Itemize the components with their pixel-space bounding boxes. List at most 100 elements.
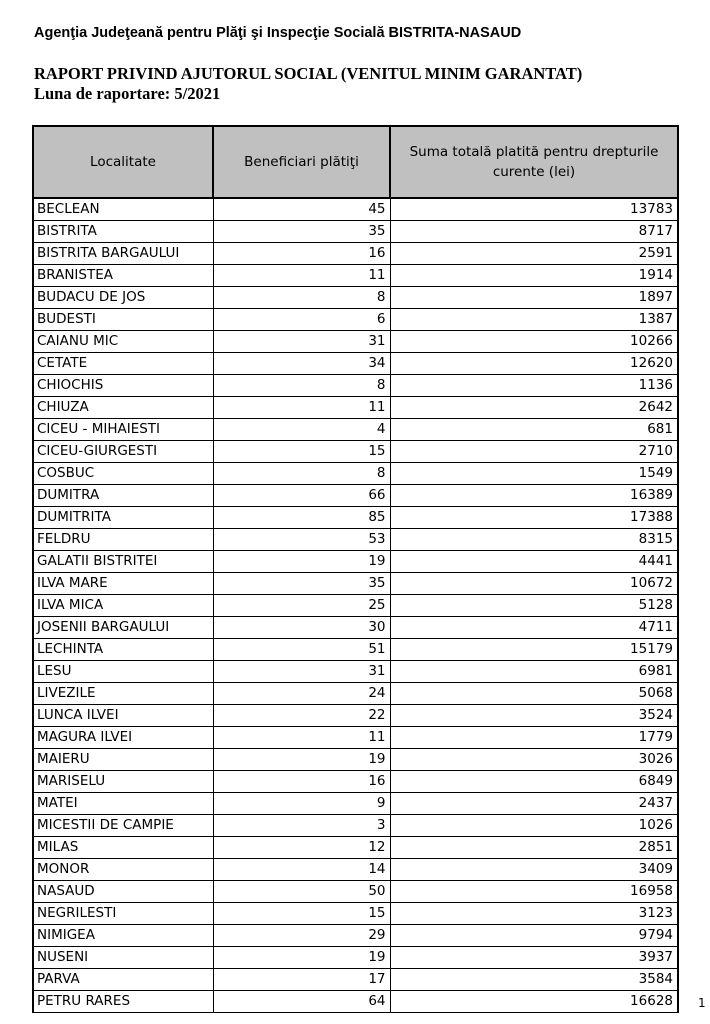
table-row: MAIERU 19 3026 bbox=[32, 748, 679, 771]
cell-beneficiari: 34 bbox=[212, 352, 391, 375]
cell-suma: 9794 bbox=[389, 924, 679, 947]
cell-beneficiari: 11 bbox=[212, 396, 391, 419]
cell-localitate: CETATE bbox=[32, 352, 214, 375]
table-row: CICEU-GIURGESTI 15 2710 bbox=[32, 440, 679, 463]
cell-suma: 5128 bbox=[389, 594, 679, 617]
cell-localitate: LESU bbox=[32, 660, 214, 683]
cell-beneficiari: 35 bbox=[212, 572, 391, 595]
cell-suma: 681 bbox=[389, 418, 679, 441]
cell-localitate: JOSENII BARGAULUI bbox=[32, 616, 214, 639]
cell-suma: 16628 bbox=[389, 990, 679, 1013]
cell-beneficiari: 50 bbox=[212, 880, 391, 903]
report-title-block: RAPORT PRIVIND AJUTORUL SOCIAL (VENITUL … bbox=[34, 64, 582, 104]
cell-beneficiari: 11 bbox=[212, 726, 391, 749]
table-row: BISTRITA 35 8717 bbox=[32, 220, 679, 243]
cell-localitate: MARISELU bbox=[32, 770, 214, 793]
table-row: CETATE 34 12620 bbox=[32, 352, 679, 375]
cell-beneficiari: 24 bbox=[212, 682, 391, 705]
table-row: ILVA MARE 35 10672 bbox=[32, 572, 679, 595]
cell-suma: 6981 bbox=[389, 660, 679, 683]
table-row: CICEU - MIHAIESTI 4 681 bbox=[32, 418, 679, 441]
table-row: COSBUC 8 1549 bbox=[32, 462, 679, 485]
cell-localitate: CICEU-GIURGESTI bbox=[32, 440, 214, 463]
cell-beneficiari: 12 bbox=[212, 836, 391, 859]
cell-localitate: PARVA bbox=[32, 968, 214, 991]
cell-suma: 4441 bbox=[389, 550, 679, 573]
table-row: DUMITRA 66 16389 bbox=[32, 484, 679, 507]
cell-suma: 17388 bbox=[389, 506, 679, 529]
table-row: CAIANU MIC 31 10266 bbox=[32, 330, 679, 353]
table-row: JOSENII BARGAULUI 30 4711 bbox=[32, 616, 679, 639]
cell-beneficiari: 8 bbox=[212, 286, 391, 309]
cell-localitate: MAIERU bbox=[32, 748, 214, 771]
cell-beneficiari: 35 bbox=[212, 220, 391, 243]
cell-suma: 3026 bbox=[389, 748, 679, 771]
cell-beneficiari: 8 bbox=[212, 462, 391, 485]
report-period: Luna de raportare: 5/2021 bbox=[34, 84, 221, 103]
cell-suma: 1136 bbox=[389, 374, 679, 397]
cell-localitate: ILVA MICA bbox=[32, 594, 214, 617]
table-row: MAGURA ILVEI 11 1779 bbox=[32, 726, 679, 749]
cell-localitate: NUSENI bbox=[32, 946, 214, 969]
cell-beneficiari: 25 bbox=[212, 594, 391, 617]
cell-beneficiari: 31 bbox=[212, 330, 391, 353]
table-row: BRANISTEA 11 1914 bbox=[32, 264, 679, 287]
column-header-beneficiari: Beneficiari plătiţi bbox=[212, 125, 391, 199]
table-row: NASAUD 50 16958 bbox=[32, 880, 679, 903]
table-row: MARISELU 16 6849 bbox=[32, 770, 679, 793]
cell-suma: 2710 bbox=[389, 440, 679, 463]
cell-localitate: DUMITRA bbox=[32, 484, 214, 507]
table-row: PARVA 17 3584 bbox=[32, 968, 679, 991]
table-row: PETRU RARES 64 16628 bbox=[32, 990, 679, 1013]
table-row: NIMIGEA 29 9794 bbox=[32, 924, 679, 947]
cell-beneficiari: 6 bbox=[212, 308, 391, 331]
table-row: ILVA MICA 25 5128 bbox=[32, 594, 679, 617]
cell-localitate: MICESTII DE CAMPIE bbox=[32, 814, 214, 837]
cell-suma: 10672 bbox=[389, 572, 679, 595]
cell-localitate: MAGURA ILVEI bbox=[32, 726, 214, 749]
cell-beneficiari: 19 bbox=[212, 748, 391, 771]
cell-suma: 3584 bbox=[389, 968, 679, 991]
cell-suma: 2437 bbox=[389, 792, 679, 815]
cell-beneficiari: 30 bbox=[212, 616, 391, 639]
table-row: LUNCA ILVEI 22 3524 bbox=[32, 704, 679, 727]
cell-localitate: BUDESTI bbox=[32, 308, 214, 331]
cell-localitate: NASAUD bbox=[32, 880, 214, 903]
table-row: LECHINTA 51 15179 bbox=[32, 638, 679, 661]
cell-beneficiari: 4 bbox=[212, 418, 391, 441]
cell-localitate: COSBUC bbox=[32, 462, 214, 485]
cell-beneficiari: 15 bbox=[212, 902, 391, 925]
table-row: MICESTII DE CAMPIE 3 1026 bbox=[32, 814, 679, 837]
cell-localitate: BISTRITA BARGAULUI bbox=[32, 242, 214, 265]
agency-name: Agenţia Judeţeană pentru Plăţi şi Inspec… bbox=[34, 25, 522, 41]
cell-beneficiari: 64 bbox=[212, 990, 391, 1013]
cell-suma: 2642 bbox=[389, 396, 679, 419]
cell-suma: 4711 bbox=[389, 616, 679, 639]
cell-suma: 3524 bbox=[389, 704, 679, 727]
cell-beneficiari: 9 bbox=[212, 792, 391, 815]
cell-suma: 1914 bbox=[389, 264, 679, 287]
column-header-localitate: Localitate bbox=[32, 125, 214, 199]
cell-beneficiari: 14 bbox=[212, 858, 391, 881]
cell-beneficiari: 53 bbox=[212, 528, 391, 551]
cell-beneficiari: 15 bbox=[212, 440, 391, 463]
cell-suma: 2851 bbox=[389, 836, 679, 859]
cell-suma: 16389 bbox=[389, 484, 679, 507]
cell-beneficiari: 29 bbox=[212, 924, 391, 947]
table-row: BISTRITA BARGAULUI 16 2591 bbox=[32, 242, 679, 265]
cell-beneficiari: 16 bbox=[212, 242, 391, 265]
cell-localitate: CAIANU MIC bbox=[32, 330, 214, 353]
table-row: CHIUZA 11 2642 bbox=[32, 396, 679, 419]
cell-localitate: CHIUZA bbox=[32, 396, 214, 419]
table-body: BECLEAN 45 13783 BISTRITA 35 8717 BISTRITA BAR… bbox=[32, 197, 679, 1013]
cell-beneficiari: 8 bbox=[212, 374, 391, 397]
cell-localitate: FELDRU bbox=[32, 528, 214, 551]
table-row: BUDACU DE JOS 8 1897 bbox=[32, 286, 679, 309]
cell-localitate: GALATII BISTRITEI bbox=[32, 550, 214, 573]
cell-beneficiari: 11 bbox=[212, 264, 391, 287]
cell-beneficiari: 66 bbox=[212, 484, 391, 507]
cell-suma: 3123 bbox=[389, 902, 679, 925]
cell-beneficiari: 85 bbox=[212, 506, 391, 529]
cell-beneficiari: 22 bbox=[212, 704, 391, 727]
cell-beneficiari: 19 bbox=[212, 946, 391, 969]
